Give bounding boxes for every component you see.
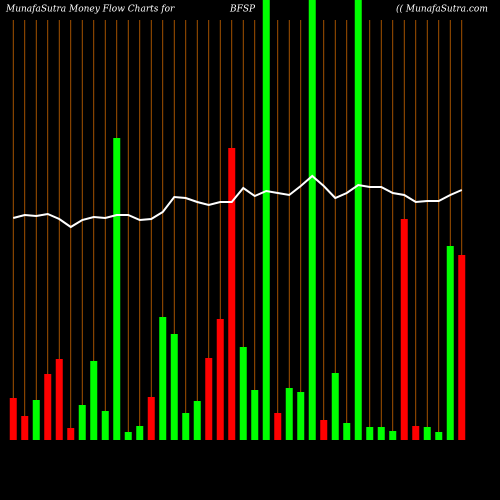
bar — [251, 390, 259, 440]
bar — [216, 319, 224, 440]
bar — [297, 392, 305, 440]
bar — [136, 426, 144, 440]
bar — [170, 334, 178, 440]
bar — [193, 401, 201, 440]
bar — [262, 0, 270, 440]
bar — [124, 432, 132, 440]
money-flow-line — [12, 174, 463, 229]
bar — [308, 0, 316, 440]
bar — [32, 400, 40, 440]
grid — [12, 20, 463, 440]
bar — [9, 398, 17, 440]
bar — [78, 405, 86, 440]
bar — [90, 361, 98, 440]
bar — [435, 432, 443, 440]
bar — [113, 138, 121, 440]
bar — [67, 428, 75, 440]
bars — [9, 0, 466, 440]
bar — [343, 423, 351, 440]
bar — [366, 427, 374, 440]
bar — [458, 255, 466, 440]
bar — [228, 148, 236, 440]
bar — [182, 413, 190, 440]
site: (( MunafaSutra.com — [396, 4, 488, 15]
bar — [377, 427, 385, 440]
bar — [55, 359, 63, 440]
bar — [423, 427, 431, 440]
chart-title: MunafaSutra Money Flow Charts for — [5, 5, 175, 15]
bar — [389, 431, 397, 440]
bar — [21, 416, 29, 440]
bar — [354, 0, 362, 440]
bar — [159, 317, 167, 440]
ticker: BFSP — [229, 5, 256, 15]
bar — [285, 388, 293, 440]
bar — [44, 374, 52, 440]
bar — [320, 420, 328, 440]
bar — [147, 397, 155, 440]
bar — [412, 426, 420, 440]
bar — [400, 219, 408, 440]
bar — [331, 373, 339, 440]
bar — [274, 413, 282, 440]
bar — [239, 347, 247, 440]
bar — [446, 246, 454, 440]
bar — [101, 411, 109, 440]
bar — [205, 358, 213, 440]
